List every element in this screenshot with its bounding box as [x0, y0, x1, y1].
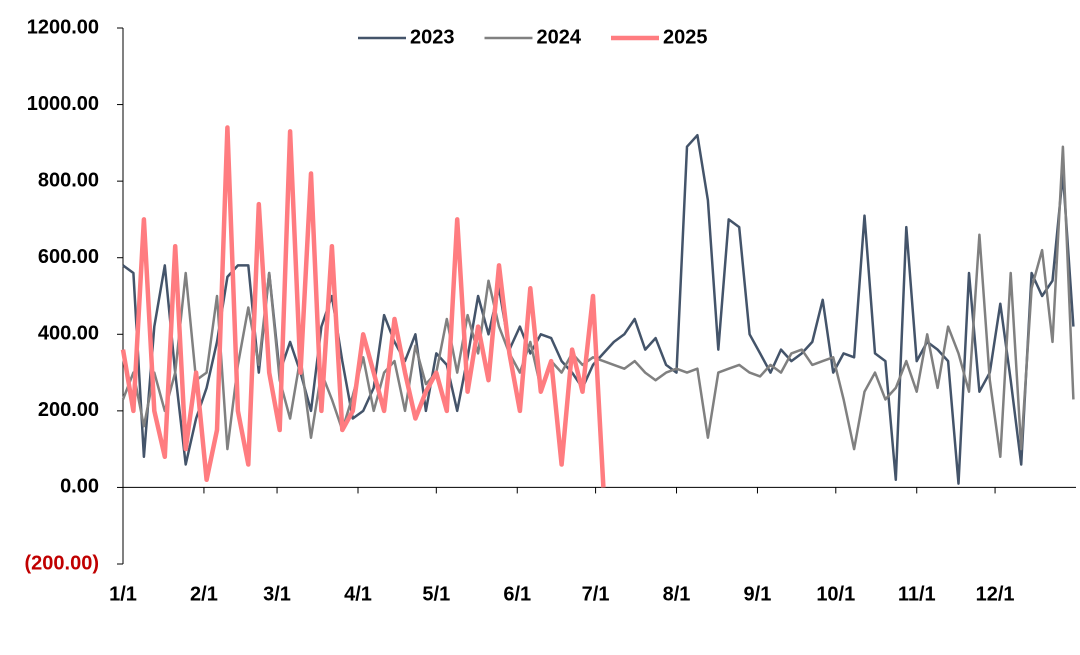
y-tick-label: 1000.00 — [27, 93, 99, 115]
x-tick-label: 5/1 — [422, 583, 450, 605]
x-tick-label: 4/1 — [344, 583, 372, 605]
x-tick-label: 11/1 — [898, 583, 936, 605]
legend-label: 2023 — [410, 26, 455, 48]
x-tick-label: 2/1 — [190, 583, 218, 605]
x-tick-label: 3/1 — [263, 583, 291, 605]
x-tick-label: 12/1 — [976, 583, 1015, 605]
x-tick-label: 1/1 — [109, 583, 137, 605]
x-tick-label: 9/1 — [744, 583, 772, 605]
x-tick-label: 7/1 — [582, 583, 610, 605]
legend-label: 2024 — [537, 26, 582, 48]
y-tick-label: 400.00 — [38, 323, 99, 345]
series-line — [120, 125, 606, 488]
y-tick-label: 200.00 — [38, 399, 99, 421]
x-tick-label: 10/1 — [816, 583, 855, 605]
y-tick-label: (200.00) — [25, 552, 100, 574]
x-tick-label: 6/1 — [503, 583, 531, 605]
y-tick-label: 600.00 — [38, 246, 99, 268]
y-tick-label: 0.00 — [60, 476, 99, 498]
y-tick-label: 1200.00 — [27, 16, 99, 38]
legend-label: 2025 — [663, 26, 708, 48]
y-tick-label: 800.00 — [38, 169, 99, 191]
x-tick-label: 8/1 — [663, 583, 691, 605]
